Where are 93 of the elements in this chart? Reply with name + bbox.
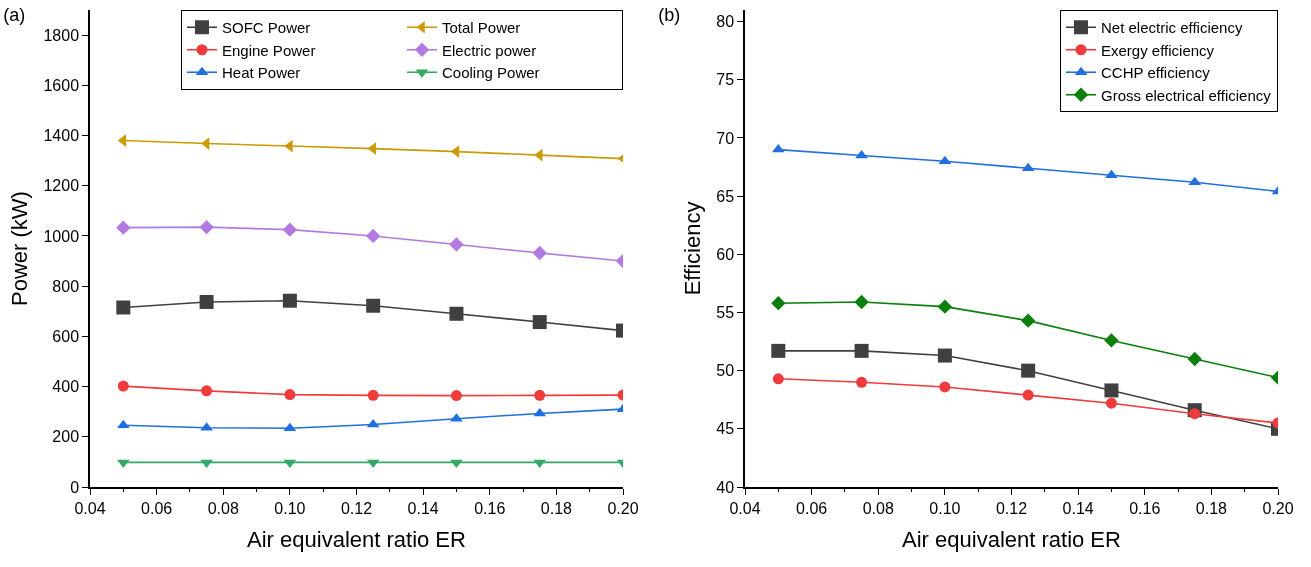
point [937, 299, 953, 314]
y-tick-label: 1000 [43, 227, 80, 245]
point [282, 222, 298, 237]
x-tick-label: 0.06 [141, 499, 173, 517]
y-tick-label: 1200 [43, 177, 80, 195]
y-tick-label: 400 [52, 378, 80, 396]
x-tick-label: 0.20 [1262, 499, 1294, 517]
point [449, 306, 464, 321]
y-tick-label: 80 [716, 13, 735, 31]
point [771, 343, 786, 358]
point [1022, 389, 1034, 401]
point [282, 293, 297, 308]
x-tick-label: 0.12 [995, 499, 1028, 517]
y-tick-label: 600 [52, 327, 80, 345]
point [116, 220, 131, 235]
point [1189, 408, 1201, 420]
x-axis-title: Air equivalent ratio ER [902, 527, 1121, 553]
x-tick-label: 0.08 [207, 499, 239, 517]
legend-label: Gross electrical efficiency [1101, 86, 1272, 104]
point [450, 390, 462, 402]
point [366, 418, 380, 428]
point [199, 220, 214, 235]
y-tick-label: 40 [716, 478, 735, 496]
x-tick-label: 0.08 [862, 499, 894, 517]
y-tick-label: 1800 [43, 26, 80, 44]
point [772, 373, 784, 385]
y-tick-label: 65 [716, 187, 735, 205]
x-tick-label: 0.06 [796, 499, 828, 517]
x-tick-label: 0.04 [74, 499, 106, 517]
x-tick-label: 0.16 [474, 499, 506, 517]
point [534, 389, 546, 401]
x-tick-label: 0.14 [1062, 499, 1094, 517]
legend-label: Exergy efficiency [1101, 41, 1215, 59]
y-tick-label: 1600 [43, 76, 80, 94]
point [1187, 351, 1202, 367]
x-tick-label: 0.12 [340, 499, 373, 517]
point [1105, 397, 1117, 409]
point [855, 149, 868, 159]
point [449, 237, 464, 252]
y-axis-title: Efficiency [679, 201, 705, 296]
point [1104, 333, 1119, 348]
point [854, 294, 869, 310]
point [117, 380, 129, 392]
chart-title: (b) [658, 5, 681, 26]
point [532, 245, 547, 261]
legend-label: Cooling Power [442, 64, 540, 82]
y-tick-label: 45 [716, 420, 735, 438]
y-tick-label: 50 [716, 362, 735, 380]
point [116, 300, 131, 315]
y-tick-label: 200 [52, 428, 80, 446]
y-tick-label: 1400 [43, 127, 80, 145]
point [366, 298, 381, 313]
x-axis-title: Air equivalent ratio ER [247, 527, 466, 553]
point [854, 343, 869, 358]
point [939, 381, 951, 393]
point [532, 315, 547, 330]
point [367, 389, 379, 401]
legend-label: SOFC Power [222, 19, 311, 37]
point [201, 385, 213, 397]
point [117, 134, 127, 147]
x-tick-label: 0.20 [607, 499, 639, 517]
point [533, 407, 547, 417]
y-tick-label: 0 [70, 478, 80, 496]
point [771, 296, 786, 311]
point [284, 389, 296, 401]
point [1104, 383, 1119, 398]
legend-label: CCHP efficiency [1101, 64, 1211, 82]
y-axis-title: Power (kW) [6, 191, 32, 306]
x-tick-label: 0.10 [929, 499, 961, 517]
x-tick-label: 0.04 [729, 499, 761, 517]
point [199, 294, 214, 309]
x-tick-label: 0.14 [407, 499, 439, 517]
x-tick-label: 0.18 [1195, 499, 1228, 517]
y-tick-label: 800 [52, 277, 80, 295]
point [366, 228, 381, 244]
point [937, 348, 952, 363]
legend-label: Electric power [442, 41, 537, 59]
legend-label: Engine Power [222, 41, 316, 59]
y-tick-label: 75 [716, 71, 735, 89]
y-tick-label: 60 [716, 245, 735, 263]
legend-label: Heat Power [222, 64, 301, 82]
x-tick-label: 0.18 [540, 499, 573, 517]
x-tick-label: 0.10 [274, 499, 306, 517]
legend-label: Net electric efficiency [1101, 19, 1243, 37]
legend-label: Total Power [442, 19, 521, 37]
y-tick-label: 70 [716, 129, 735, 147]
chart-title: (a) [3, 5, 26, 26]
y-tick-label: 55 [716, 304, 735, 322]
x-tick-label: 0.16 [1129, 499, 1161, 517]
point [450, 145, 460, 158]
point [1021, 363, 1036, 378]
point [856, 376, 868, 388]
point [1021, 313, 1036, 328]
